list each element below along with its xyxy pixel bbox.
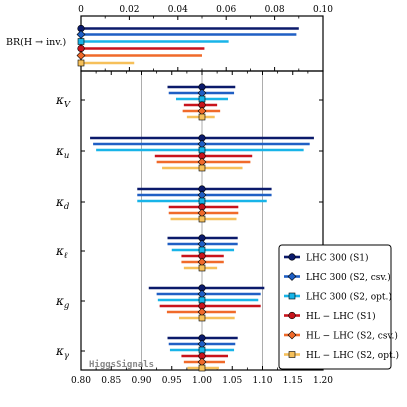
central-marker [198, 296, 206, 304]
row-label: κγ [55, 344, 70, 361]
legend-entry-label: LHC 300 (S2, csv.) [306, 272, 391, 283]
legend-entry-label: LHC 300 (S2, opt.) [306, 292, 392, 303]
main-x-tick-label: 1.20 [313, 376, 333, 386]
br-central-marker [77, 59, 85, 67]
row-label: κu [55, 144, 69, 161]
legend-swatch-marker [287, 272, 297, 281]
central-marker [198, 246, 206, 254]
legend: LHC 300 (S1) LHC 300 (S2, csv.) LHC 300 (S… [278, 244, 399, 370]
legend-entry-label: LHC 300 (S1) [306, 253, 369, 264]
central-marker [198, 346, 206, 354]
central-marker [198, 364, 206, 372]
legend-box [278, 244, 392, 370]
legend-swatch-marker [288, 311, 296, 320]
legend-swatch-marker [288, 253, 296, 261]
legend-swatch-marker [288, 351, 296, 358]
main-x-tick-label: 1.00 [192, 376, 212, 386]
br-central-marker [76, 51, 86, 60]
central-marker [198, 215, 206, 223]
central-marker [198, 95, 206, 103]
central-marker [198, 264, 206, 272]
main-x-tick-label: 1.15 [283, 376, 303, 386]
row-label: κd [55, 195, 70, 212]
main-x-tick-label: 0.85 [101, 376, 121, 386]
row-label: κV [55, 93, 71, 110]
main-x-tick-label: 1.10 [252, 376, 272, 386]
top-x-tick-label: 0.02 [119, 5, 139, 15]
top-x-tick-label: 0.10 [313, 5, 333, 15]
main-x-tick-label: 1.05 [222, 376, 242, 386]
top-x-tick-label: 0.06 [216, 5, 236, 15]
central-marker [198, 113, 206, 121]
top-x-tick-label: 0.08 [265, 5, 285, 15]
legend-entry-label: HL − LHC (S1) [306, 311, 376, 322]
legend-swatch-marker [287, 330, 297, 340]
central-marker [198, 197, 206, 205]
br-axis-label: BR(H → inv.) [6, 37, 66, 48]
watermark: HiggsSignals [89, 359, 154, 370]
top-panel: 0 0.02 0.04 0.06 0.08 0.10 BR(H → inv.) [6, 5, 333, 72]
central-marker [198, 146, 206, 154]
central-marker [198, 314, 206, 322]
row-label: κg [55, 294, 70, 311]
main-x-tick-label: 0.80 [71, 376, 91, 386]
main-x-tick-label: 0.90 [131, 376, 151, 386]
br-central-marker [77, 44, 85, 53]
top-x-tick-label: 0 [78, 5, 84, 15]
main-x-tick-label: 0.95 [162, 376, 182, 386]
br-central-marker [77, 38, 85, 45]
top-x-tick-label: 0.04 [168, 5, 188, 15]
br-central-marker [76, 30, 86, 39]
central-marker [198, 164, 206, 172]
legend-entry-label: HL − LHC (S2, opt.) [306, 350, 399, 361]
row-label: κℓ [55, 244, 68, 261]
legend-swatch-marker [288, 292, 296, 300]
legend-entry-label: HL − LHC (S2, csv.) [306, 331, 398, 342]
main-panel: 0.80 0.85 0.90 0.95 1.00 1.05 1.10 1.15 1.20 κV κu… [55, 70, 333, 386]
